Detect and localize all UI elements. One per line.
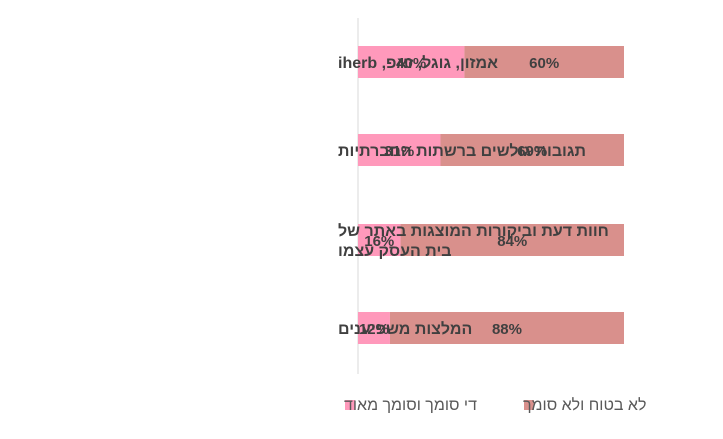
data-label: 16% [364,233,394,250]
bar-segment [358,46,465,78]
bar-segment [400,224,624,256]
data-label: 40% [396,55,426,72]
legend-label: די סומך וסומך מאוד [344,397,477,414]
category-label-line: המלצות משפיענים [338,320,472,338]
bar-segment [358,134,441,166]
data-label: 69% [517,143,547,160]
bar-segment [464,46,624,78]
data-label: 60% [529,55,559,72]
bar-segment [358,312,390,344]
category-label-line: בית העסק עצמו [338,243,452,260]
legend-label: לא בטוח ולא סומך [523,396,646,414]
data-label: 84% [497,233,527,250]
legend-swatch [524,400,534,410]
category-label: אמזון, גוגל, זאפ, iherb [338,54,498,72]
bar-segment [440,134,624,166]
category-label: חוות דעת וביקורות המוצגות באתר של בית העס… [338,222,609,260]
data-label: 31% [384,143,414,160]
data-label: 12% [359,321,389,338]
category-label: תגובות גולשים ברשתות החברתיות [338,142,586,160]
category-label-line: אמזון, גוגל, זאפ, iherb [338,54,498,72]
bars-layer [358,46,624,344]
category-label-line: תגובות גולשים ברשתות החברתיות [338,142,586,160]
legend-swatch [345,400,355,410]
bar-segment [358,224,401,256]
legend: די סומך וסומך מאוד לא בטוח ולא סומך [344,396,646,414]
bar-segment [389,312,624,344]
data-label: 88% [492,321,522,338]
category-label: המלצות משפיענים [338,320,472,338]
category-label-line: חוות דעת וביקורות המוצגות באתר של [338,222,609,240]
